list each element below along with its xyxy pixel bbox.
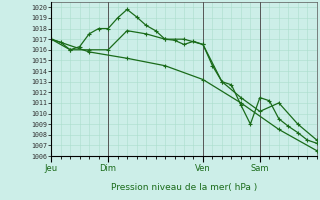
X-axis label: Pression niveau de la mer( hPa ): Pression niveau de la mer( hPa ) — [111, 183, 257, 192]
